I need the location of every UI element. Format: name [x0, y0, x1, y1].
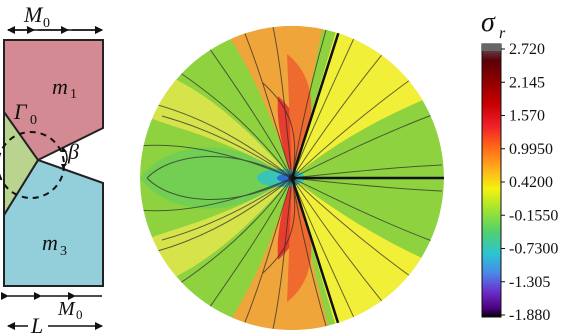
boundary-sub: 0 [30, 113, 37, 128]
contour-lower-orange [224, 178, 329, 330]
region-m3-sub: 3 [60, 244, 67, 259]
colorbar-ticks: 2.720 2.145 1.570 0.9950 0.4200 -0.1550 -0.730… [501, 41, 558, 324]
region-m1-label: m [52, 74, 68, 99]
bottom-dimension-sub: 0 [76, 307, 83, 322]
contour-lines [140, 26, 443, 330]
angle-label: β [67, 139, 79, 164]
contour-right-upper-yellow [292, 28, 423, 178]
contour-lower-yellowgreen [150, 178, 292, 286]
colorbar-title-sub: r [499, 25, 506, 42]
left-schematic: M 0 m 1 Γ 0 β m 3 M 0 L [0, 2, 104, 336]
region-m3-label: m [42, 230, 58, 255]
upper-crack-line [290, 27, 342, 179]
colorbar-tick-label: 0.9950 [509, 141, 553, 158]
region-m1-sub: 1 [70, 87, 77, 102]
angle-arc-arrow-bottom [61, 164, 67, 169]
lower-crack-line [290, 177, 342, 330]
contour-plot [140, 26, 444, 330]
colorbar-tick-label: 2.720 [509, 41, 545, 58]
contour-lower-orange-red [287, 178, 312, 302]
colorbar-tick-label: -1.305 [509, 274, 550, 291]
contour-upper-orange-red [287, 54, 312, 178]
angle-arc-arrow-top [61, 147, 67, 152]
contour-upper-yellowgreen [150, 70, 292, 178]
colorbar-title: σ [481, 7, 496, 38]
top-dimension-sub: 0 [43, 16, 50, 31]
top-dimension-label: M [23, 2, 44, 27]
colorbar-tick-label: -1.880 [509, 307, 550, 324]
colorbar-tick-label: 0.4200 [509, 174, 553, 191]
bottom-dimension-label: M [57, 298, 76, 320]
colorbar-tick-label: 2.145 [509, 74, 545, 91]
colorbar-tick-label: -0.1550 [509, 207, 558, 224]
colorbar-gradient [481, 43, 502, 318]
boundary-label: Γ [13, 99, 28, 124]
colorbar-tick-label: -0.7300 [509, 241, 558, 258]
colorbar-tick-label: 1.570 [509, 108, 545, 125]
colorbar: σ r 2.720 2.145 1.570 0.9950 0.4200 -0.1550 -0… [481, 7, 558, 324]
colorbar-top-cap [482, 44, 501, 51]
bottom-length-label: L [30, 313, 43, 336]
